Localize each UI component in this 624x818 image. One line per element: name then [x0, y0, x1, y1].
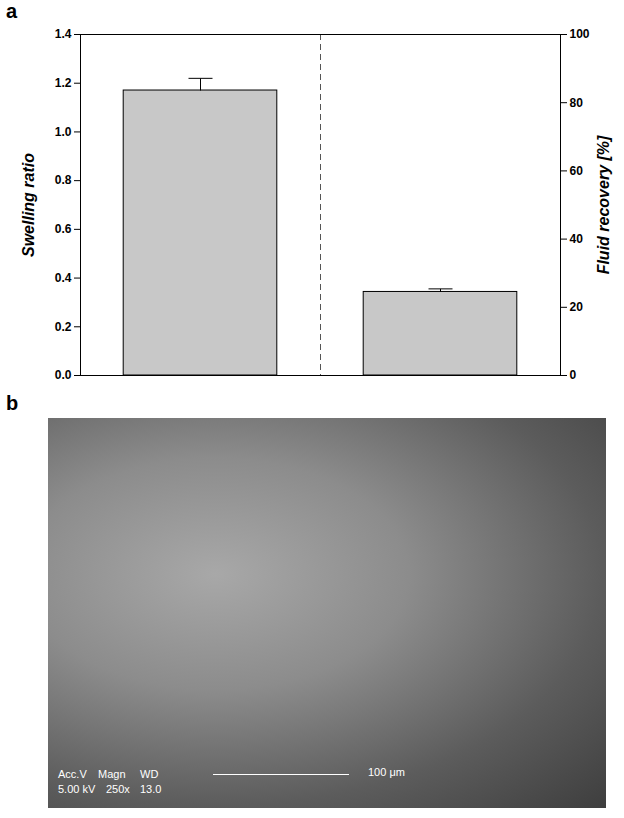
svg-text:20: 20 [570, 300, 584, 314]
svg-text:Fluid recovery [%]: Fluid recovery [%] [595, 135, 612, 274]
html-text:100 μm: 100 μm [368, 766, 405, 778]
svg-text:0.8: 0.8 [55, 173, 72, 187]
svg-text:0.6: 0.6 [55, 222, 72, 236]
svg-text:40: 40 [570, 232, 584, 246]
html-text:Acc.V: Acc.V [58, 768, 87, 780]
svg-text:100: 100 [570, 27, 590, 41]
html-text:250x: 250x [106, 783, 130, 795]
svg-text:1.4: 1.4 [55, 27, 72, 41]
html-text:13.0: 13.0 [140, 783, 162, 795]
svg-text:80: 80 [570, 96, 584, 110]
svg-text:0.0: 0.0 [55, 368, 72, 382]
html-text:Magn: Magn [98, 768, 126, 780]
html-text:WD: WD [140, 768, 159, 780]
html-text:5.00 kV: 5.00 kV [58, 783, 96, 795]
svg-text:0: 0 [570, 368, 577, 382]
html-text:a: a [6, 0, 18, 22]
html-text:b: b [6, 392, 19, 414]
svg-text:1.2: 1.2 [55, 76, 72, 90]
svg-text:1.0: 1.0 [55, 125, 72, 139]
svg-text:Swelling ratio: Swelling ratio [20, 153, 37, 257]
svg-text:60: 60 [570, 164, 584, 178]
svg-text:0.2: 0.2 [55, 320, 72, 334]
svg-text:0.4: 0.4 [55, 271, 72, 285]
